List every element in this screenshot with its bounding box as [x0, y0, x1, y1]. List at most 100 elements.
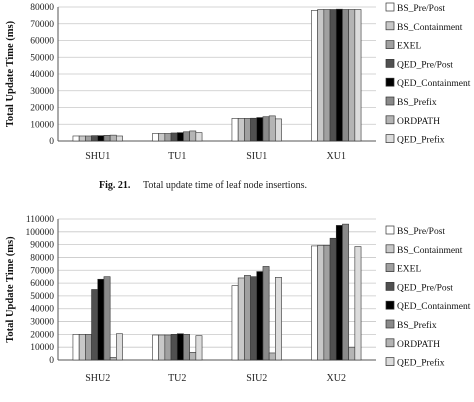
bar-SIU2-BS_Pre/Post: [231, 285, 239, 361]
bar-SHU2-EXEL: [85, 334, 92, 361]
bar-TU1-EXEL: [164, 133, 172, 142]
legend-label: BS_Containment: [397, 23, 463, 33]
bar-XU2-ORDPATH: [348, 346, 356, 361]
y-tick-label: 60000: [30, 279, 54, 289]
y-tick-label: 50000: [30, 292, 54, 302]
y-tick-label: 90000: [30, 241, 54, 251]
y-tick-label: 50000: [30, 53, 54, 63]
category-label: SHU2: [85, 373, 110, 384]
bar-XU2-BS_Pre/Post: [311, 245, 318, 361]
y-tick-label: 0: [49, 137, 54, 147]
bar-XU2-BS_Prefix: [342, 223, 349, 361]
bar-SIU1-BS_Prefix: [262, 116, 270, 142]
bar-XU2-QED_Pre/Post: [329, 237, 337, 361]
bar-SIU1-QED_Prefix: [275, 118, 282, 142]
bar-SIU2-ORDPATH: [268, 352, 276, 361]
legend-swatch: [385, 115, 395, 125]
bar-XU1-BS_Containment: [317, 9, 325, 142]
bar-TU1-BS_Pre/Post: [152, 133, 159, 142]
bar-XU1-ORDPATH: [348, 9, 356, 142]
bar-SHU1-BS_Prefix: [103, 135, 111, 142]
legend-swatch: [385, 244, 395, 254]
bar-SIU2-BS_Containment: [237, 277, 245, 361]
legend-swatch: [385, 96, 395, 106]
y-tick-label: 80000: [30, 253, 54, 263]
caption-label: Fig. 21.: [99, 180, 131, 191]
bar-XU2-QED_Prefix: [354, 246, 362, 361]
legend-swatch: [385, 282, 395, 291]
y-axis-title: Total Update Time (ms): [5, 20, 16, 127]
bar-SHU2-QED_Containment: [97, 278, 105, 361]
legend-label: QED_Containment: [397, 302, 471, 312]
legend-swatch: [385, 263, 395, 272]
bar-SHU1-BS_Pre/Post: [72, 135, 80, 142]
legend-swatch: [385, 77, 395, 87]
legend-swatch: [385, 59, 395, 68]
legend-label: ORDPATH: [397, 117, 440, 127]
bar-SHU1-QED_Prefix: [116, 135, 123, 142]
legend-swatch: [385, 134, 395, 143]
y-tick-label: 110000: [26, 215, 54, 225]
bar-TU2-BS_Containment: [158, 334, 166, 361]
category-label: SIU2: [246, 373, 267, 384]
bar-SHU2-BS_Containment: [78, 334, 86, 361]
legend-label: QED_Prefix: [397, 135, 445, 146]
y-tick-label: 20000: [30, 330, 54, 340]
legend-swatch: [385, 338, 395, 348]
category-label: SIU1: [246, 151, 267, 162]
legend-label: ORDPATH: [397, 340, 440, 350]
y-tick-label: 30000: [30, 87, 54, 97]
bar-SIU2-BS_Prefix: [262, 266, 270, 361]
y-tick-label: 10000: [30, 120, 54, 130]
bar-SHU2-ORDPATH: [109, 357, 117, 361]
bar-SHU1-BS_Containment: [78, 135, 86, 142]
bar-TU2-BS_Pre/Post: [152, 334, 159, 361]
bar-SIU1-BS_Pre/Post: [231, 118, 239, 142]
bar-XU2-EXEL: [323, 244, 331, 361]
legend-label: BS_Pre/Post: [397, 4, 445, 14]
bar-TU2-QED_Containment: [176, 333, 184, 361]
legend-label: BS_Containment: [397, 246, 463, 256]
bar-SIU1-ORDPATH: [268, 115, 276, 142]
bar-SHU2-QED_Prefix: [116, 333, 123, 361]
legend-label: QED_Prefix: [397, 358, 445, 369]
bar-TU1-BS_Prefix: [183, 131, 190, 142]
bar-SIU1-QED_Containment: [256, 117, 264, 142]
bar-XU1-QED_Containment: [335, 8, 343, 142]
y-tick-label: 10000: [30, 343, 54, 353]
legend-label: EXEL: [397, 265, 421, 275]
legend-swatch: [385, 2, 395, 12]
bar-SIU1-QED_Pre/Post: [250, 117, 258, 142]
bar-TU1-QED_Prefix: [195, 132, 203, 142]
category-label: XU2: [327, 373, 346, 384]
bar-TU1-QED_Containment: [176, 132, 184, 142]
legend-swatch: [385, 21, 395, 31]
legend-label: BS_Pre/Post: [397, 227, 445, 237]
legend-label: QED_Pre/Post: [397, 283, 453, 293]
legend-swatch: [385, 40, 395, 49]
y-tick-label: 70000: [30, 20, 54, 30]
legend-label: QED_Containment: [397, 79, 471, 89]
bar-XU1-EXEL: [323, 9, 331, 142]
bar-SHU2-BS_Pre/Post: [72, 334, 80, 361]
bar-TU1-ORDPATH: [189, 130, 197, 142]
bar-TU2-BS_Prefix: [183, 334, 190, 361]
y-tick-label: 20000: [30, 104, 54, 114]
figure-caption: Fig. 21. Total update time of leaf node …: [99, 180, 307, 191]
legend-label: QED_Pre/Post: [397, 60, 453, 70]
y-tick-label: 80000: [30, 3, 54, 13]
bar-SIU2-QED_Prefix: [275, 277, 282, 361]
legend-label: BS_Prefix: [397, 97, 437, 108]
y-tick-label: 100000: [26, 228, 55, 238]
bar-SHU1-QED_Pre/Post: [91, 135, 99, 142]
bar-TU2-ORDPATH: [189, 352, 197, 361]
legend-swatch: [385, 300, 395, 310]
y-tick-label: 30000: [30, 318, 54, 328]
caption-text: Total update time of leaf node insertion…: [143, 180, 307, 191]
legend-label: BS_Prefix: [397, 320, 437, 331]
bar-XU2-BS_Containment: [317, 244, 325, 361]
bar-TU2-EXEL: [164, 334, 172, 361]
y-tick-label: 70000: [30, 266, 54, 276]
legend-label: EXEL: [397, 42, 421, 52]
